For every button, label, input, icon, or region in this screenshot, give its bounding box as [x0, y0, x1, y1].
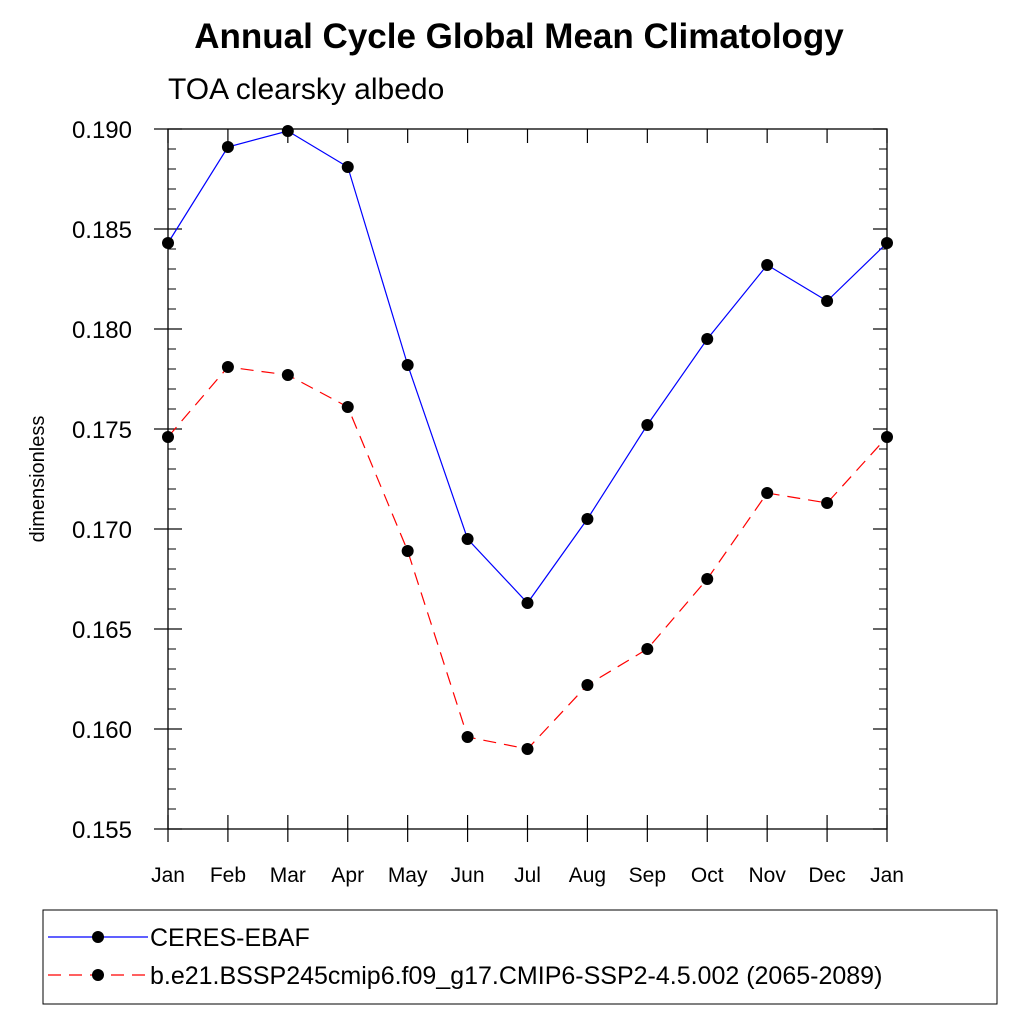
series-1-point-2 [281, 369, 294, 381]
series-1-point-4 [401, 545, 414, 557]
x-tick-label: Jul [514, 864, 541, 887]
legend-label-model: b.e21.BSSP245cmip6.f09_g17.CMIP6-SSP2-4.… [150, 962, 882, 990]
x-tick-label: Sep [629, 864, 666, 887]
series-1-point-12 [881, 431, 893, 443]
series-1-point-8 [641, 643, 654, 655]
legend-box [42, 909, 998, 1005]
series-1-point-7 [581, 679, 594, 691]
major-ticks [154, 128, 888, 842]
series-0-point-9 [701, 333, 714, 345]
x-tick-label: Aug [569, 864, 606, 887]
legend-entry-ceres: CERES-EBAF [48, 924, 310, 952]
series-1-point-10 [761, 487, 774, 499]
series-line-1 [167, 366, 888, 750]
y-tick-label: 0.170 [72, 517, 132, 544]
series-1-point-0 [162, 431, 174, 443]
y-tick-label: 0.155 [72, 817, 132, 844]
chart-subtitle: TOA clearsky albedo [168, 73, 444, 106]
x-tick-label: May [388, 864, 428, 887]
y-tick-label: 0.190 [72, 117, 132, 144]
x-tick-label: Jan [870, 864, 904, 887]
x-tick-label: Apr [331, 864, 364, 887]
series-0-point-12 [881, 237, 893, 249]
x-tick-label: Feb [210, 864, 246, 887]
series-layer [162, 125, 893, 755]
x-tick-labels: Jan Feb Mar Apr May Jun Jul Aug Sep Oct Nov Dec Jan [151, 864, 904, 887]
series-1-point-9 [701, 573, 714, 585]
series-0-point-5 [461, 533, 474, 545]
x-tick-label: Jan [151, 864, 185, 887]
x-tick-label: Mar [270, 864, 306, 887]
legend-entry-model: b.e21.BSSP245cmip6.f09_g17.CMIP6-SSP2-4.… [48, 962, 882, 990]
series-1-point-3 [341, 401, 354, 413]
x-tick-label: Nov [748, 864, 786, 887]
plot-frame [167, 128, 888, 830]
series-0-point-7 [581, 513, 594, 525]
series-1-point-1 [221, 361, 234, 373]
series-0-point-11 [821, 295, 834, 307]
y-tick-labels: 0.155 0.160 0.165 0.170 0.175 0.180 0.185 0.190 [72, 117, 132, 844]
series-0-point-10 [761, 259, 774, 271]
series-line-0 [167, 130, 888, 604]
series-0-point-1 [221, 141, 234, 153]
y-tick-label: 0.175 [72, 417, 132, 444]
series-0-point-3 [341, 161, 354, 173]
x-tick-label: Oct [691, 864, 724, 887]
y-tick-label: 0.180 [72, 317, 132, 344]
series-0-point-0 [162, 237, 174, 249]
series-0-point-6 [521, 597, 534, 609]
legend-marker-model [92, 969, 104, 981]
y-tick-label: 0.185 [72, 217, 132, 244]
series-0-point-2 [281, 125, 294, 137]
series-0-point-8 [641, 419, 654, 431]
legend-label-ceres: CERES-EBAF [150, 924, 310, 952]
minor-ticks [168, 148, 887, 810]
y-axis-label: dimensionless [27, 416, 49, 543]
y-tick-label: 0.165 [72, 617, 132, 644]
x-tick-label: Jun [451, 864, 485, 887]
series-1-point-5 [461, 731, 474, 743]
y-tick-label: 0.160 [72, 717, 132, 744]
x-tick-label: Dec [808, 864, 845, 887]
series-1-point-6 [521, 743, 534, 755]
series-0-point-4 [401, 359, 414, 371]
series-1-point-11 [821, 497, 834, 509]
chart-title: Annual Cycle Global Mean Climatology [194, 17, 844, 56]
legend-marker-ceres [92, 931, 104, 943]
